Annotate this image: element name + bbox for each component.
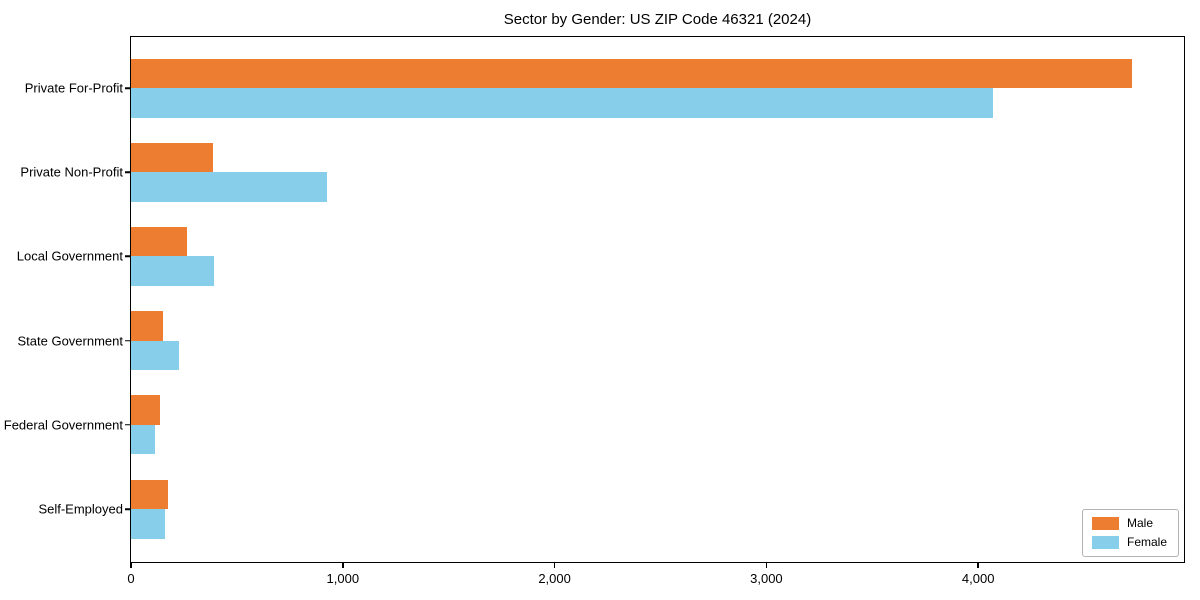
x-tick-icon: [130, 562, 132, 568]
legend-label-female: Female: [1126, 535, 1167, 549]
legend: Male Female: [1081, 509, 1179, 557]
y-axis-label-local-government: Local Government: [16, 248, 123, 264]
bar-female-local-government: [131, 256, 214, 286]
chart-title: Sector by Gender: US ZIP Code 46321 (202…: [503, 11, 812, 28]
x-axis-label: 0: [127, 571, 135, 586]
x-axis-label: 2,000: [538, 571, 571, 586]
legend-label-male: Male: [1126, 516, 1153, 530]
x-tick-icon: [977, 562, 979, 568]
bar-male-state-government: [131, 311, 163, 341]
legend-item-female: Female: [1091, 535, 1167, 549]
y-tick-icon: [124, 339, 130, 342]
bar-female-private-for-profit: [131, 88, 994, 118]
y-tick-icon: [124, 508, 130, 510]
y-axis-label-federal-government: Federal Government: [3, 417, 123, 433]
bar-male-self-employed: [131, 479, 169, 509]
legend-item-male: Male: [1091, 516, 1167, 530]
bar-female-private-non-profit: [131, 172, 328, 202]
y-tick-icon: [124, 255, 130, 258]
x-tick-icon: [342, 562, 344, 568]
legend-swatch-male-icon: [1091, 517, 1119, 530]
bar-male-federal-government: [131, 395, 161, 425]
x-tick-icon: [553, 562, 556, 568]
y-tick-icon: [124, 87, 130, 89]
y-axis-label-private-non-profit: Private Non-Profit: [20, 164, 123, 180]
legend-swatch-female-icon: [1091, 536, 1119, 549]
x-axis-label: 1,000: [326, 571, 360, 586]
bar-female-self-employed: [131, 509, 166, 539]
y-axis-label-private-for-profit: Private For-Profit: [24, 80, 123, 96]
x-tick-icon: [765, 562, 768, 568]
bar-female-federal-government: [131, 424, 156, 455]
y-tick-icon: [124, 171, 130, 173]
bar-male-local-government: [131, 226, 187, 257]
bar-male-private-non-profit: [131, 142, 214, 173]
y-tick-icon: [124, 424, 130, 426]
y-axis-label-self-employed: Self-Employed: [38, 501, 123, 517]
x-axis-label: 3,000: [750, 571, 783, 586]
x-axis-label: 4,000: [961, 571, 995, 586]
bar-female-state-government: [131, 340, 179, 371]
plot-area: Male Female Private For-Profit Private No…: [4, 36, 1185, 586]
y-axis-label-state-government: State Government: [17, 333, 124, 349]
bar-male-private-for-profit: [131, 58, 1133, 88]
